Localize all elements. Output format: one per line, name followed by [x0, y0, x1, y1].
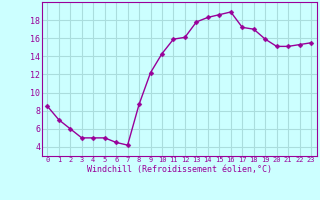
- X-axis label: Windchill (Refroidissement éolien,°C): Windchill (Refroidissement éolien,°C): [87, 165, 272, 174]
